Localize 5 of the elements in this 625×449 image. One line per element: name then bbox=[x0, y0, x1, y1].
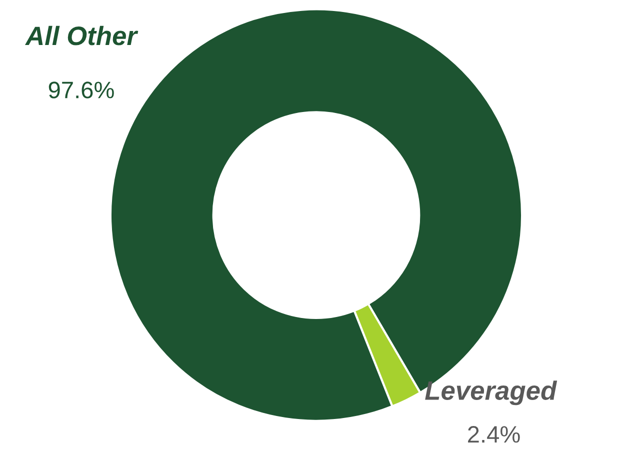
slice-label: All Other bbox=[24, 26, 138, 46]
slice-label: Leveraged bbox=[425, 380, 558, 406]
data-label: 97.6% bbox=[48, 82, 114, 98]
data-label: 2.4% bbox=[468, 426, 520, 443]
donut-slice bbox=[353, 302, 422, 408]
